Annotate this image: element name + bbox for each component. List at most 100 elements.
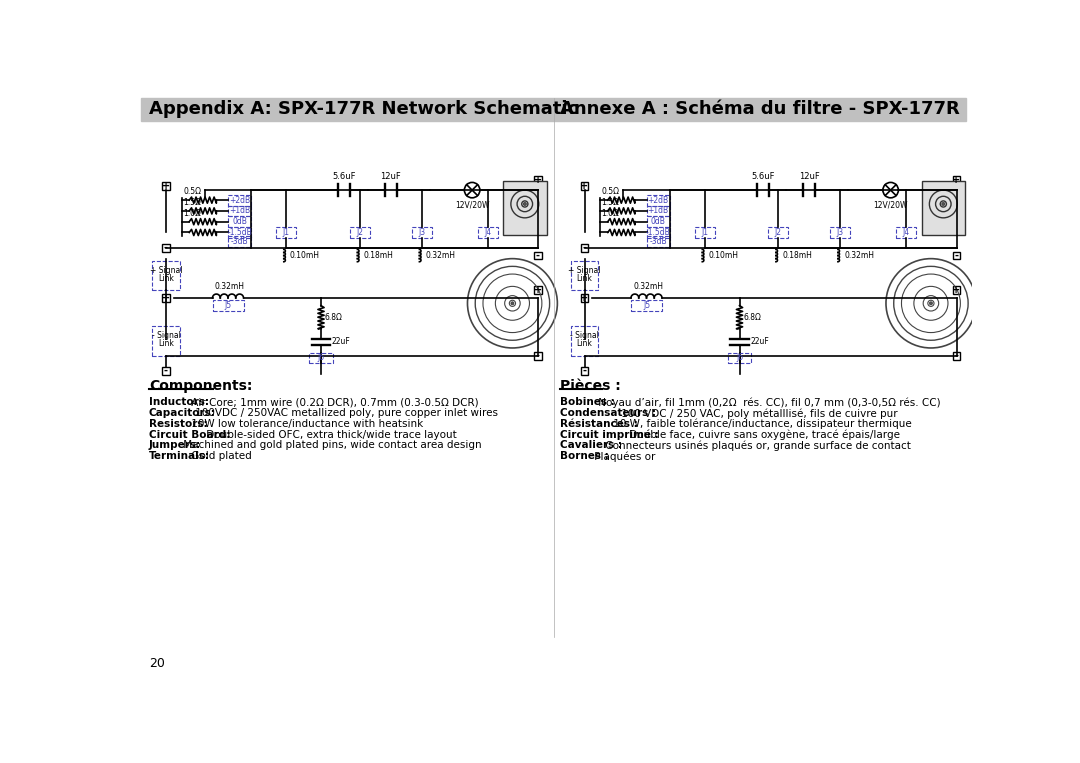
Text: Circuit Board:: Circuit Board: (149, 430, 230, 439)
Text: -3dB: -3dB (231, 237, 248, 246)
Bar (581, 182, 589, 190)
Bar (631, 300, 662, 311)
Text: 0.5Ω: 0.5Ω (602, 187, 620, 196)
Bar (768, 227, 788, 238)
Text: 0.5Ω: 0.5Ω (183, 187, 201, 196)
Text: Bobines :: Bobines : (559, 398, 615, 407)
Text: + Signal: + Signal (150, 266, 183, 275)
Bar (581, 367, 589, 375)
Bar (535, 252, 542, 259)
Text: 22uF: 22uF (751, 337, 769, 346)
Text: - Signal: - Signal (151, 331, 180, 340)
Bar (535, 352, 542, 359)
Text: -: - (955, 351, 959, 361)
Text: 1.0Ω: 1.0Ω (602, 209, 620, 218)
Text: 5.6uF: 5.6uF (333, 172, 356, 181)
Text: Capacitors:: Capacitors: (149, 408, 216, 418)
Text: +: + (534, 285, 542, 295)
Text: + Signal: + Signal (568, 266, 600, 275)
Text: 20: 20 (149, 657, 165, 670)
Bar (228, 227, 252, 238)
Text: J6: J6 (318, 353, 325, 362)
Text: Pièces :: Pièces : (559, 378, 620, 393)
Circle shape (524, 202, 526, 205)
Bar (581, 244, 589, 252)
Text: -: - (164, 243, 168, 253)
Text: -3dB: -3dB (649, 237, 667, 246)
Text: Components:: Components: (149, 378, 253, 393)
Text: J2: J2 (356, 228, 363, 237)
Text: J4: J4 (903, 228, 909, 237)
Text: 1.5Ω: 1.5Ω (183, 198, 201, 207)
Circle shape (511, 302, 514, 305)
Bar (141, 98, 966, 121)
Text: Resistors:: Resistors: (149, 419, 207, 429)
Text: Inductors:: Inductors: (149, 398, 208, 407)
Text: +: + (580, 182, 589, 192)
Bar (162, 367, 170, 375)
Text: +: + (162, 293, 170, 303)
Text: Link: Link (158, 339, 174, 348)
Text: J5: J5 (643, 301, 650, 310)
Text: 1.0Ω: 1.0Ω (183, 209, 201, 218)
Text: Jumpers:: Jumpers: (149, 440, 201, 450)
Text: -: - (536, 351, 540, 361)
Text: 10 W, faible tolérance/inductance, dissipateur thermique: 10 W, faible tolérance/inductance, dissi… (610, 419, 912, 430)
Text: +: + (953, 175, 960, 185)
Bar (477, 227, 498, 238)
Text: Plaquées or: Plaquées or (591, 451, 656, 462)
Text: 100 VDC / 250 VAC, poly métalllisé, fils de cuivre pur: 100 VDC / 250 VAC, poly métalllisé, fils… (618, 408, 897, 419)
Text: J1: J1 (701, 228, 708, 237)
Text: 0.32mH: 0.32mH (633, 282, 663, 291)
Text: 5.6uF: 5.6uF (751, 172, 774, 181)
Bar (350, 227, 369, 238)
Text: +2dB: +2dB (648, 195, 669, 204)
Text: 0.18mH: 0.18mH (364, 251, 393, 260)
Text: 0.32mH: 0.32mH (845, 251, 874, 260)
Text: J2: J2 (774, 228, 782, 237)
Circle shape (942, 202, 945, 205)
Text: 1.5Ω: 1.5Ω (602, 198, 620, 207)
Text: Machined and gold plated pins, wide contact area design: Machined and gold plated pins, wide cont… (180, 440, 482, 450)
Bar (647, 195, 670, 205)
Bar (228, 216, 252, 227)
Circle shape (930, 302, 932, 305)
Text: Double face, cuivre sans oxygène, tracé épais/large: Double face, cuivre sans oxygène, tracé … (625, 430, 900, 440)
Text: +: + (953, 285, 960, 295)
Bar (535, 176, 542, 184)
Text: 0.32mH: 0.32mH (426, 251, 456, 260)
Text: -: - (582, 366, 586, 376)
Text: Noyau d’air, fil 1mm (0,2Ω  rés. CC), fil 0,7 mm (0,3-0,5Ω rés. CC): Noyau d’air, fil 1mm (0,2Ω rés. CC), fil… (595, 398, 941, 407)
Text: J3: J3 (837, 228, 843, 237)
Text: Condensateurs :: Condensateurs : (559, 408, 656, 418)
Bar (503, 181, 546, 235)
Text: +: + (534, 175, 542, 185)
Text: Double-sided OFC, extra thick/wide trace layout: Double-sided OFC, extra thick/wide trace… (203, 430, 457, 439)
Text: J6: J6 (735, 353, 743, 362)
Text: 100VDC / 250VAC metallized poly, pure copper inlet wires: 100VDC / 250VAC metallized poly, pure co… (191, 408, 498, 418)
Text: 12V/20W: 12V/20W (455, 200, 489, 209)
Text: +: + (162, 182, 170, 192)
Text: 6.8Ω: 6.8Ω (325, 313, 342, 322)
Text: Appendix A: SPX-177R Network Schematic: Appendix A: SPX-177R Network Schematic (149, 100, 578, 118)
Bar (228, 237, 252, 247)
Text: Link: Link (577, 339, 593, 348)
Text: Annexe A : Schéma du filtre - SPX-177R: Annexe A : Schéma du filtre - SPX-177R (559, 100, 959, 118)
Text: J5: J5 (225, 301, 231, 310)
Bar (953, 286, 960, 294)
Bar (647, 216, 670, 227)
Text: Cavaliers :: Cavaliers : (559, 440, 622, 450)
Bar (647, 205, 670, 216)
Text: 12uF: 12uF (799, 172, 820, 181)
Bar (694, 227, 715, 238)
Bar (647, 227, 670, 238)
Text: J3: J3 (418, 228, 426, 237)
Bar (276, 227, 296, 238)
Text: -: - (536, 250, 540, 261)
Text: 0.18mH: 0.18mH (782, 251, 812, 260)
Text: Link: Link (577, 274, 593, 283)
Text: Terminals:: Terminals: (149, 451, 210, 461)
Text: 6.8Ω: 6.8Ω (743, 313, 761, 322)
Bar (728, 353, 751, 363)
Text: Link: Link (158, 274, 174, 283)
